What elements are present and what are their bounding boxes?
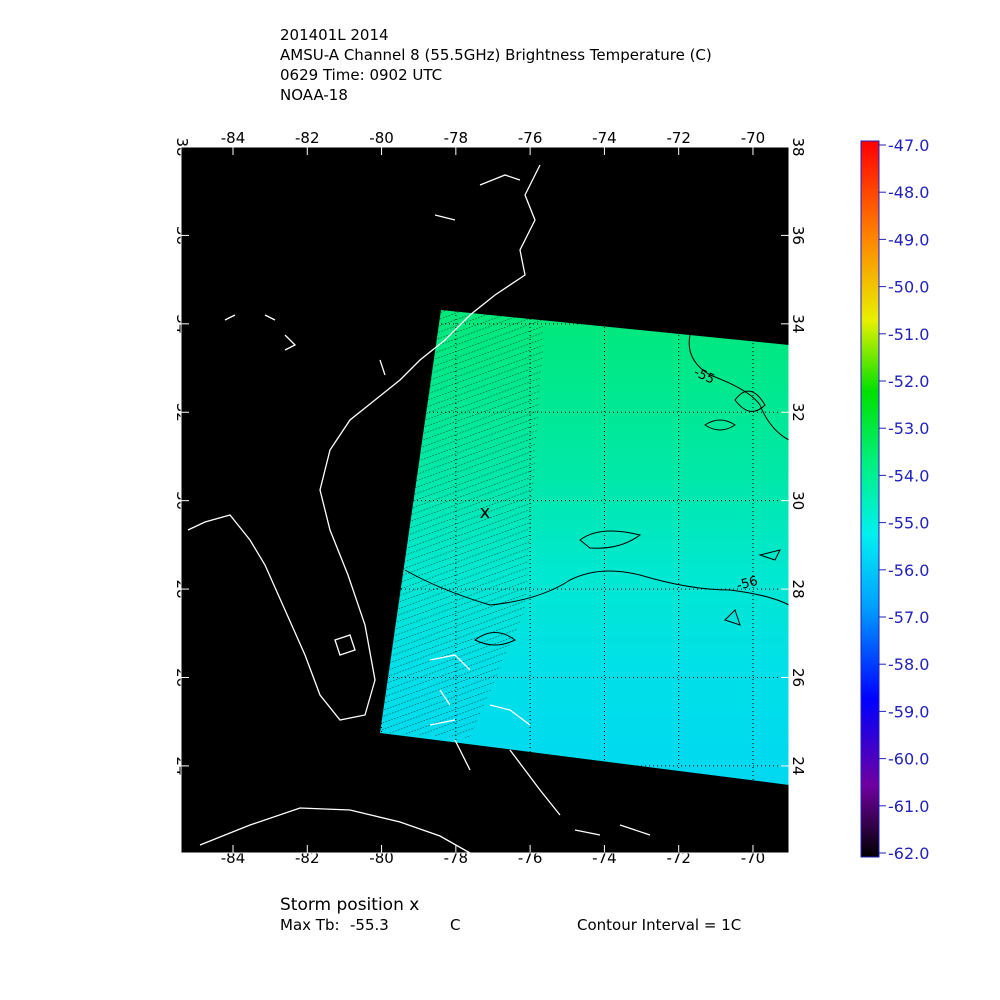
contour-interval: Contour Interval = 1C [577,916,741,934]
y-tick-label: 28 [789,580,807,599]
title-line: 201401L 2014 [280,26,389,44]
x-tick-label: -76 [518,129,543,147]
x-tick-label: -72 [666,129,691,147]
y-tick-label: 32 [173,403,191,422]
x-tick-label: -74 [592,849,617,867]
y-tick-label: 26 [173,668,191,687]
colorbar-tick-label: -53.0 [888,419,929,438]
colorbar-tick-label: -60.0 [888,750,929,769]
y-tick-label: 38 [789,137,807,156]
x-tick-label: -78 [444,849,469,867]
max-tb-value: -55.3 [350,916,389,934]
y-tick-label: 26 [789,668,807,687]
x-tick-label: -72 [666,849,691,867]
titles: 201401L 2014 AMSU-A Channel 8 (55.5GHz) B… [280,26,712,104]
colorbar-tick-label: -52.0 [888,372,929,391]
colorbar-tick-label: -57.0 [888,608,929,627]
y-tick-label: 32 [789,403,807,422]
colorbar-tick-label: -54.0 [888,466,929,485]
colorbar-tick-label: -59.0 [888,702,929,721]
y-tick-label: 30 [173,491,191,510]
colorbar-tick-label: -61.0 [888,797,929,816]
y-tick-label: 28 [173,580,191,599]
max-tb-unit: C [450,916,460,934]
title-line: AMSU-A Channel 8 (55.5GHz) Brightness Te… [280,46,712,64]
y-tick-label: 24 [173,756,191,775]
storm-marker: x [480,502,491,523]
colorbar-tick-label: -51.0 [888,325,929,344]
storm-position: Storm position x [280,895,419,915]
x-tick-label: -70 [741,129,766,147]
y-tick-label: 34 [789,314,807,333]
colorbar-tick-label: -50.0 [888,278,929,297]
colorbar-tick-label: -49.0 [888,230,929,249]
x-tick-label: -84 [221,849,246,867]
colorbar-tick-label: -62.0 [888,844,929,863]
title-line: NOAA-18 [280,86,348,104]
x-tick-label: -82 [295,849,320,867]
y-tick-label: 36 [173,226,191,245]
coastlines [187,164,651,854]
x-tick-label: -74 [592,129,617,147]
colorbar-tick-label: -48.0 [888,183,929,202]
title-line: 0629 Time: 0902 UTC [280,66,442,84]
x-tick-label: -80 [369,849,394,867]
colorbar-tick-label: -47.0 [888,136,929,155]
colorbar-tick-label: -55.0 [888,514,929,533]
x-tick-label: -80 [369,129,394,147]
x-tick-label: -78 [444,129,469,147]
x-tick-label: -70 [741,849,766,867]
x-tick-label: -76 [518,849,543,867]
max-tb-label: Max Tb: [280,916,340,934]
contour-label: -56 [735,574,759,594]
contours [404,334,790,646]
colorbar-ticks: -47.0 -48.0 -49.0 -50.0 -51.0 -52.0 -53.0 -54.0… [879,136,929,863]
y-tick-label: 24 [789,756,807,775]
y-tick-label: 34 [173,314,191,333]
x-tick-label: -84 [221,129,246,147]
y-tick-label: 36 [789,226,807,245]
swath-edge [380,310,545,738]
y-tick-label: 30 [789,491,807,510]
colorbar [860,140,880,858]
colorbar-tick-label: -58.0 [888,655,929,674]
x-tick-label: -82 [295,129,320,147]
colorbar-tick-label: -56.0 [888,561,929,580]
map-frame [180,146,790,854]
